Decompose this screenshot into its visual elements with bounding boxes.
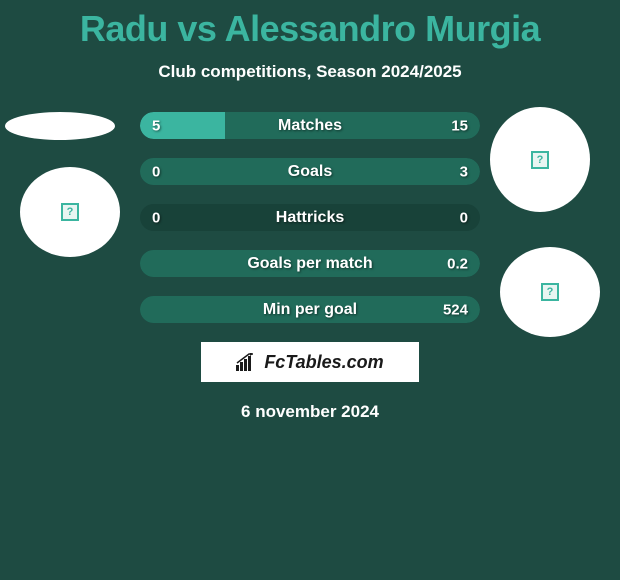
bar-row: 0 Hattricks 0 xyxy=(140,204,480,231)
bar-label: Min per goal xyxy=(263,301,357,319)
bar-value-right: 0 xyxy=(460,209,468,226)
player-left-ellipse xyxy=(5,112,115,140)
bar-row: Min per goal 524 xyxy=(140,296,480,323)
chart-icon xyxy=(236,353,258,371)
page-title: Radu vs Alessandro Murgia xyxy=(0,0,620,50)
bar-row: Goals per match 0.2 xyxy=(140,250,480,277)
placeholder-icon: ? xyxy=(531,151,549,169)
bar-value-right: 15 xyxy=(451,117,468,134)
bar-row: 0 Goals 3 xyxy=(140,158,480,185)
bar-fill-right xyxy=(225,112,480,139)
bar-label: Goals per match xyxy=(247,255,372,273)
bar-label: Hattricks xyxy=(276,209,344,227)
logo-box: FcTables.com xyxy=(201,342,419,382)
bar-value-left: 0 xyxy=(152,209,160,226)
player-left-avatar: ? xyxy=(20,167,120,257)
bar-label: Matches xyxy=(278,117,342,135)
placeholder-icon: ? xyxy=(61,203,79,221)
bar-value-left: 5 xyxy=(152,117,160,134)
bar-value-right: 524 xyxy=(443,301,468,318)
bar-label: Goals xyxy=(288,163,332,181)
placeholder-icon: ? xyxy=(541,283,559,301)
date-text: 6 november 2024 xyxy=(0,402,620,422)
player-right-avatar-bottom: ? xyxy=(500,247,600,337)
player-right-avatar-top: ? xyxy=(490,107,590,212)
bar-value-right: 0.2 xyxy=(447,255,468,272)
bar-value-right: 3 xyxy=(460,163,468,180)
bars-group: 5 Matches 15 0 Goals 3 0 Hattricks 0 Goals per ma… xyxy=(140,112,480,323)
logo-text: FcTables.com xyxy=(264,352,383,373)
page-subtitle: Club competitions, Season 2024/2025 xyxy=(0,62,620,82)
comparison-chart: ? ? ? 5 Matches 15 0 Goals 3 0 Hattricks 0 Goals … xyxy=(0,112,620,323)
bar-row: 5 Matches 15 xyxy=(140,112,480,139)
bar-value-left: 0 xyxy=(152,163,160,180)
